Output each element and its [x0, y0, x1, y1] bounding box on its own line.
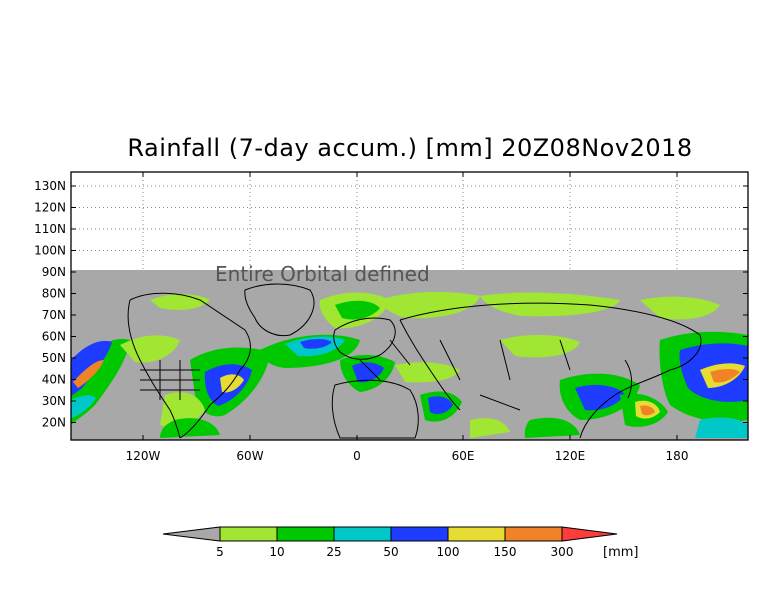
- lon-label: 120E: [555, 449, 586, 463]
- lat-label: 120N: [34, 201, 66, 215]
- legend-swatch: [333, 526, 392, 542]
- lat-label: 80N: [42, 287, 66, 301]
- legend-threshold-label: 50: [383, 545, 398, 559]
- lat-label: 100N: [34, 244, 66, 258]
- lon-label: 120W: [126, 449, 161, 463]
- legend-swatch: [447, 526, 506, 542]
- lat-label: 60N: [42, 330, 66, 344]
- grid-lines: [71, 172, 748, 270]
- lon-label: 60W: [236, 449, 263, 463]
- map-frame: [70, 171, 749, 441]
- lat-label: 110N: [34, 222, 66, 236]
- longitude-axis: 120W 60W 0 60E 120E 180: [126, 172, 689, 463]
- legend-below-arrow: [162, 526, 221, 542]
- legend-threshold-label: 25: [326, 545, 341, 559]
- lon-label: 180: [666, 449, 689, 463]
- lat-label: 90N: [42, 265, 66, 279]
- legend-threshold-label: 150: [494, 545, 517, 559]
- lat-label: 40N: [42, 373, 66, 387]
- legend-threshold-label: 10: [269, 545, 284, 559]
- legend-swatch: [504, 526, 563, 542]
- lat-label: 50N: [42, 351, 66, 365]
- latitude-axis: 130N 120N 110N 100N 90N 80N 70N 60N 50N 40N 30N 20N: [34, 179, 748, 430]
- lat-label: 130N: [34, 179, 66, 193]
- rainfall-field: [71, 291, 748, 438]
- page-title: Rainfall (7-day accum.) [mm] 20Z08Nov201…: [127, 134, 693, 162]
- lat-label: 30N: [42, 394, 66, 408]
- coastline-outlines: [127, 283, 702, 439]
- legend-swatch: [219, 526, 278, 542]
- legend-swatch: [390, 526, 449, 542]
- lat-label: 20N: [42, 416, 66, 430]
- lon-label: 60E: [452, 449, 475, 463]
- legend-above-arrow: [561, 526, 618, 542]
- legend-threshold-label: 5: [216, 545, 224, 559]
- legend-threshold-label: 100: [437, 545, 460, 559]
- lon-label: 0: [353, 449, 361, 463]
- legend-swatch: [276, 526, 335, 542]
- lat-label: 70N: [42, 308, 66, 322]
- overlay-text: Entire Orbital defined: [215, 262, 430, 286]
- legend-threshold-label: 300: [551, 545, 574, 559]
- legend-unit: [mm]: [603, 545, 638, 560]
